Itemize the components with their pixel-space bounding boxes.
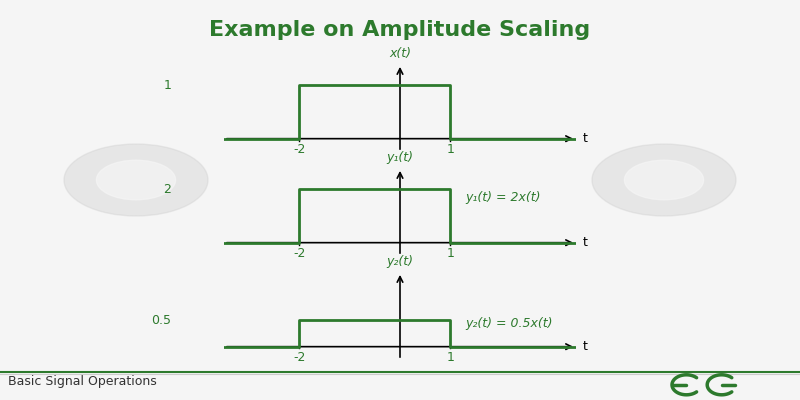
Text: 2: 2 bbox=[163, 183, 171, 196]
Text: t: t bbox=[583, 236, 588, 249]
Text: x(t): x(t) bbox=[389, 47, 411, 60]
Text: 1: 1 bbox=[446, 247, 454, 260]
Text: 0.5: 0.5 bbox=[151, 314, 171, 326]
Text: y₁(t): y₁(t) bbox=[386, 151, 414, 164]
Text: -2: -2 bbox=[294, 247, 306, 260]
Text: y₂(t): y₂(t) bbox=[386, 254, 414, 268]
Text: y₁(t) = 2x(t): y₁(t) = 2x(t) bbox=[466, 191, 541, 204]
Text: Basic Signal Operations: Basic Signal Operations bbox=[8, 376, 157, 388]
Circle shape bbox=[97, 160, 176, 200]
Text: -2: -2 bbox=[294, 143, 306, 156]
Text: Example on Amplitude Scaling: Example on Amplitude Scaling bbox=[210, 20, 590, 40]
Circle shape bbox=[64, 144, 208, 216]
Text: 1: 1 bbox=[446, 351, 454, 364]
Text: 1: 1 bbox=[163, 79, 171, 92]
Text: t: t bbox=[583, 132, 588, 145]
Text: t: t bbox=[583, 340, 588, 353]
Text: -2: -2 bbox=[294, 351, 306, 364]
Text: y₂(t) = 0.5x(t): y₂(t) = 0.5x(t) bbox=[466, 318, 553, 330]
Text: 1: 1 bbox=[446, 143, 454, 156]
Circle shape bbox=[624, 160, 704, 200]
Circle shape bbox=[592, 144, 736, 216]
